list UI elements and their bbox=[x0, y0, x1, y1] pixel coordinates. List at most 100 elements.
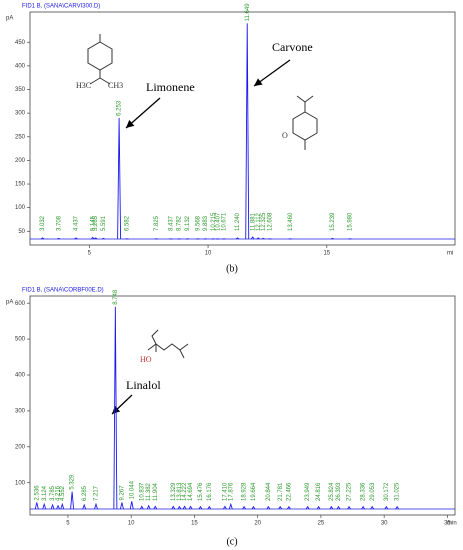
y-tick-label: 400 bbox=[15, 373, 26, 379]
peak bbox=[82, 503, 87, 510]
structure-label: CH3 bbox=[108, 81, 123, 90]
peak-label: 11.881 bbox=[250, 212, 256, 231]
peak-label: 10.044 bbox=[129, 480, 135, 499]
peak bbox=[94, 502, 98, 510]
peak bbox=[242, 505, 246, 510]
peak-label: 30.172 bbox=[384, 482, 390, 501]
peak bbox=[57, 237, 61, 240]
y-tick-label: 450 bbox=[15, 40, 26, 46]
peak bbox=[56, 504, 60, 510]
arrow bbox=[125, 97, 161, 129]
peak bbox=[139, 505, 144, 510]
peak-label: 20.844 bbox=[266, 482, 272, 501]
peak-label: 12.112 bbox=[256, 212, 262, 231]
peak-label: 15.980 bbox=[348, 212, 354, 231]
peak-label: 4.437 bbox=[74, 215, 80, 231]
peak-label: 19.664 bbox=[251, 482, 257, 501]
structure-label: H3C bbox=[76, 81, 91, 90]
peak-label: 2.536 bbox=[34, 485, 40, 501]
peak-label: 4.552 bbox=[60, 485, 66, 501]
peak bbox=[278, 505, 283, 510]
peak bbox=[117, 117, 122, 240]
peak bbox=[119, 502, 124, 510]
x-tick-label: 15 bbox=[323, 251, 330, 257]
peak-label: 15.239 bbox=[330, 212, 336, 231]
peak bbox=[261, 237, 265, 240]
peak bbox=[330, 237, 335, 240]
peak bbox=[50, 503, 55, 510]
peak bbox=[101, 237, 106, 240]
peak bbox=[250, 236, 255, 240]
peak-label: 5.265 bbox=[93, 215, 99, 231]
peak-label: 7.825 bbox=[154, 215, 160, 231]
peak bbox=[266, 505, 271, 510]
peak-label: 10.215 bbox=[211, 212, 217, 231]
peak bbox=[74, 237, 78, 240]
y-tick-label: 100 bbox=[15, 205, 26, 211]
peak-label: 17.410 bbox=[222, 482, 228, 501]
y-tick-label: 250 bbox=[15, 134, 26, 140]
annotation: Carvone bbox=[272, 40, 313, 54]
x-tick-label: 10 bbox=[205, 251, 212, 257]
peak bbox=[336, 505, 341, 510]
peak-label: 15.476 bbox=[198, 482, 204, 501]
peak-label: 8.782 bbox=[177, 215, 183, 231]
peak-label: 11.240 bbox=[235, 212, 241, 231]
peak-label: 3.124 bbox=[42, 485, 48, 501]
x-axis-label: mi bbox=[447, 251, 453, 257]
peak bbox=[235, 237, 240, 240]
peak-label: 5.591 bbox=[101, 215, 107, 231]
peak-label: 8.437 bbox=[169, 215, 175, 231]
chart-title: FID1 B, (SANA\CARVI300.D) bbox=[22, 4, 100, 10]
plot-frame bbox=[29, 11, 456, 246]
peak-label: 6.253 bbox=[117, 100, 123, 116]
peak-label: 3.785 bbox=[50, 485, 56, 501]
peak-label: 22.466 bbox=[286, 482, 292, 501]
peak-label: 3.708 bbox=[56, 215, 62, 231]
peak-label: 11.382 bbox=[146, 482, 152, 501]
peak-label: 18.928 bbox=[242, 482, 248, 501]
peak-label: 13.329 bbox=[171, 482, 177, 501]
peak bbox=[182, 505, 187, 510]
peak-label: 17.876 bbox=[228, 482, 234, 501]
peak-label: 29.053 bbox=[370, 482, 376, 501]
peak bbox=[305, 505, 310, 510]
peak bbox=[245, 23, 250, 240]
peak bbox=[113, 306, 118, 510]
peak bbox=[395, 505, 400, 510]
y-tick-label: 200 bbox=[15, 444, 26, 450]
peak bbox=[370, 505, 375, 510]
peak-label: 11.904 bbox=[153, 482, 159, 501]
y-axis-label: pA bbox=[6, 16, 13, 22]
peak-label: 14.222 bbox=[182, 482, 188, 501]
peak bbox=[384, 505, 389, 510]
x-tick-label: 20 bbox=[254, 521, 261, 527]
x-tick-label: 35 bbox=[444, 521, 451, 527]
peak bbox=[93, 237, 98, 240]
peak-label: 11.649 bbox=[245, 3, 251, 22]
peak-label: 7.217 bbox=[94, 485, 100, 501]
annotation: Limonene bbox=[146, 80, 195, 94]
x-tick-label: 10 bbox=[128, 521, 135, 527]
peak-label: 10.671 bbox=[222, 212, 228, 231]
peak-label: 12.608 bbox=[268, 212, 274, 231]
annotation: Linalol bbox=[126, 378, 161, 392]
peak-label: 3.032 bbox=[40, 215, 46, 231]
peak bbox=[90, 236, 95, 240]
y-tick-label: 350 bbox=[15, 87, 26, 93]
peak-label: 13.813 bbox=[177, 482, 183, 501]
y-tick-label: 200 bbox=[15, 158, 26, 164]
peak-label: 9.132 bbox=[185, 215, 191, 231]
peak-label: 5.145 bbox=[90, 215, 96, 231]
peak bbox=[198, 505, 203, 510]
peak bbox=[42, 502, 47, 510]
peak-label: 16.176 bbox=[207, 482, 213, 501]
y-axis-label: pA bbox=[6, 300, 13, 306]
carvone-structure bbox=[292, 95, 318, 150]
x-tick-label: 5 bbox=[66, 521, 70, 527]
y-tick-label: 600 bbox=[15, 301, 26, 307]
peak-label: 10.837 bbox=[139, 482, 145, 501]
peak bbox=[223, 505, 227, 510]
peak bbox=[153, 505, 158, 510]
peak-label: 8.748 bbox=[113, 289, 119, 305]
